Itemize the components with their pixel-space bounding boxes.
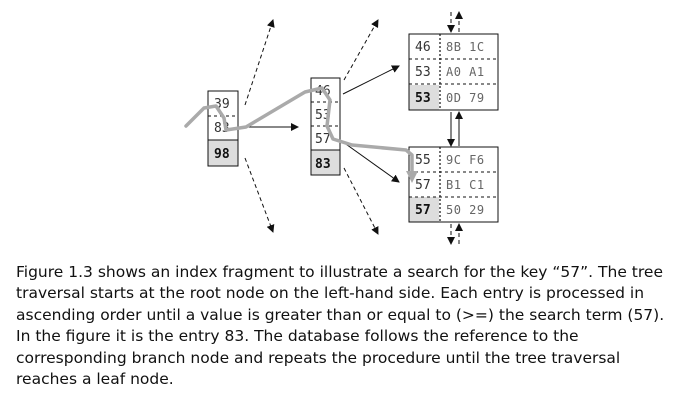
leaf-bottom-key-3: 57: [415, 203, 431, 218]
leaf-node-top: 46 8B 1C 53 A0 A1 53 0D 79: [408, 33, 499, 111]
leaf-top-key-3: 53: [415, 91, 431, 106]
search-path-arrowhead: [406, 171, 418, 183]
branch-node-highlight: [310, 149, 341, 176]
leaf-top-key-2: 53: [415, 65, 431, 80]
leaf-top-rowid-1: 8B 1C: [446, 40, 485, 54]
leaf-top-rowid-2: A0 A1: [446, 65, 485, 79]
leaf-bottom-key-2: 57: [415, 178, 431, 193]
root-node: 39 83 98: [207, 90, 239, 167]
root-key-3: 98: [214, 147, 230, 162]
leaf-top-rowid-3: 0D 79: [446, 91, 485, 105]
root-node-highlight: [207, 139, 239, 167]
leaf-bottom-rowid-2: B1 C1: [446, 178, 485, 192]
figure-caption: Figure 1.3 shows an index fragment to il…: [16, 263, 665, 389]
leaf-bottom-highlight: [409, 197, 439, 222]
branch-to-leaf-top-arrow: [342, 65, 400, 95]
branch-down-pointer: [343, 167, 379, 235]
root-up-pointer: [244, 19, 275, 106]
leaf-top-highlight: [409, 85, 439, 110]
branch-key-4: 83: [315, 157, 331, 172]
b-tree-diagram: 39 83 98 46 53 57 83 46 8B 1C 53 A0 A1 5…: [184, 11, 499, 245]
root-down-pointer: [244, 157, 275, 233]
branch-to-leaf-bottom-arrow: [342, 141, 400, 183]
branch-key-3: 57: [315, 132, 331, 147]
search-path: [184, 86, 414, 180]
leaf-bottom-rowid-1: 9C F6: [446, 153, 485, 167]
leaf-node-bottom: 55 9C F6 57 B1 C1 57 50 29: [408, 146, 499, 223]
leaf-bottom-key-1: 55: [415, 153, 431, 168]
leaf-bottom-rowid-3: 50 29: [446, 203, 485, 217]
leaf-top-key-1: 46: [415, 40, 431, 55]
branch-up-pointer: [343, 19, 379, 81]
